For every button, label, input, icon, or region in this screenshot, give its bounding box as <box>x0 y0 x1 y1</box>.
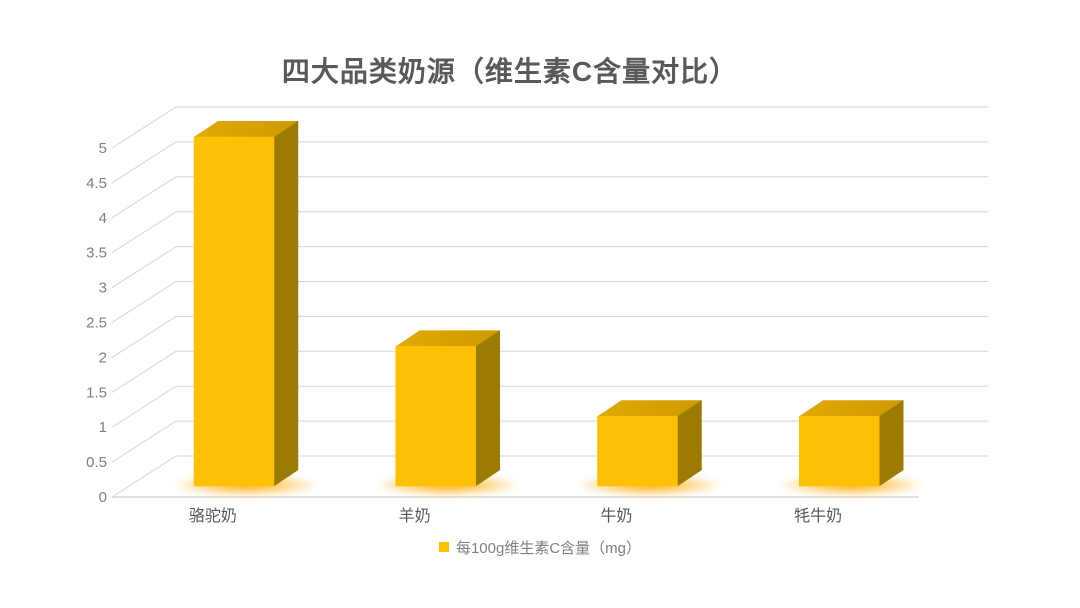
x-axis-labels: 骆驼奶 羊奶 牛奶 牦牛奶 <box>189 507 842 525</box>
y-tick-label: 4.5 <box>86 175 107 192</box>
bar-top-face <box>395 330 500 347</box>
gridline <box>111 385 988 428</box>
gridline <box>111 211 988 254</box>
bar-side-face <box>273 120 299 487</box>
bar-column-0 <box>172 120 320 497</box>
bar-column-1 <box>373 329 522 497</box>
y-tick-label: 4 <box>99 210 107 227</box>
bar-top-face <box>597 400 702 417</box>
y-tick-label: 3 <box>99 280 107 297</box>
category-label: 骆驼奶 <box>189 507 237 525</box>
gridline <box>111 455 988 498</box>
y-tick-label: 0.5 <box>86 454 107 471</box>
bar-front-face <box>799 415 880 487</box>
gridline <box>111 246 988 289</box>
y-tick-label: 0 <box>99 489 107 506</box>
gridline <box>111 176 988 219</box>
gridline <box>111 315 988 358</box>
bar-side-face <box>475 329 500 487</box>
y-tick-label: 5 <box>99 140 107 157</box>
category-label: 羊奶 <box>399 507 431 525</box>
y-tick-label: 2 <box>99 349 107 366</box>
bar-top-face <box>799 400 904 417</box>
y-axis-labels: 0 0.5 1 1.5 2 2.5 3 3.5 4 4.5 5 <box>86 140 107 506</box>
legend: 每100g维生素C含量（mg） <box>0 537 1080 557</box>
gridlines <box>111 106 988 498</box>
bar-front-face <box>597 415 678 487</box>
gridline <box>111 420 988 463</box>
gridline <box>111 106 988 149</box>
bar-column-3 <box>777 399 926 497</box>
y-tick-label: 1.5 <box>86 384 107 401</box>
chart-title: 四大品类奶源（维生素C含量对比） <box>281 56 739 87</box>
legend-swatch-icon <box>438 542 449 552</box>
y-tick-label: 2.5 <box>86 315 107 332</box>
bar-front-face <box>395 346 476 487</box>
gridline <box>111 141 988 184</box>
category-label: 牦牛奶 <box>794 507 842 525</box>
bar-top-face <box>194 121 298 137</box>
bar-column-2 <box>575 399 724 497</box>
y-tick-label: 3.5 <box>86 245 107 262</box>
legend-label: 每100g维生素C含量（mg） <box>455 539 642 557</box>
y-tick-label: 1 <box>99 419 107 436</box>
gridline <box>111 281 988 323</box>
gridline <box>111 350 988 393</box>
category-label: 牛奶 <box>600 507 632 525</box>
bar-front-face <box>193 136 275 487</box>
